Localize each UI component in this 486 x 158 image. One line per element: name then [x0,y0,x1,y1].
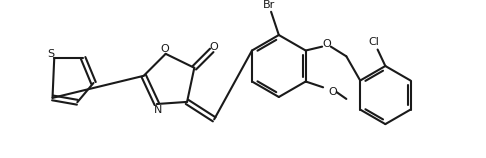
Text: Br: Br [263,0,275,10]
Text: O: O [329,87,337,97]
Text: S: S [47,49,54,59]
Text: O: O [323,39,331,49]
Text: Cl: Cl [368,37,379,47]
Text: N: N [154,105,162,115]
Text: O: O [209,43,218,52]
Text: O: O [160,44,169,54]
